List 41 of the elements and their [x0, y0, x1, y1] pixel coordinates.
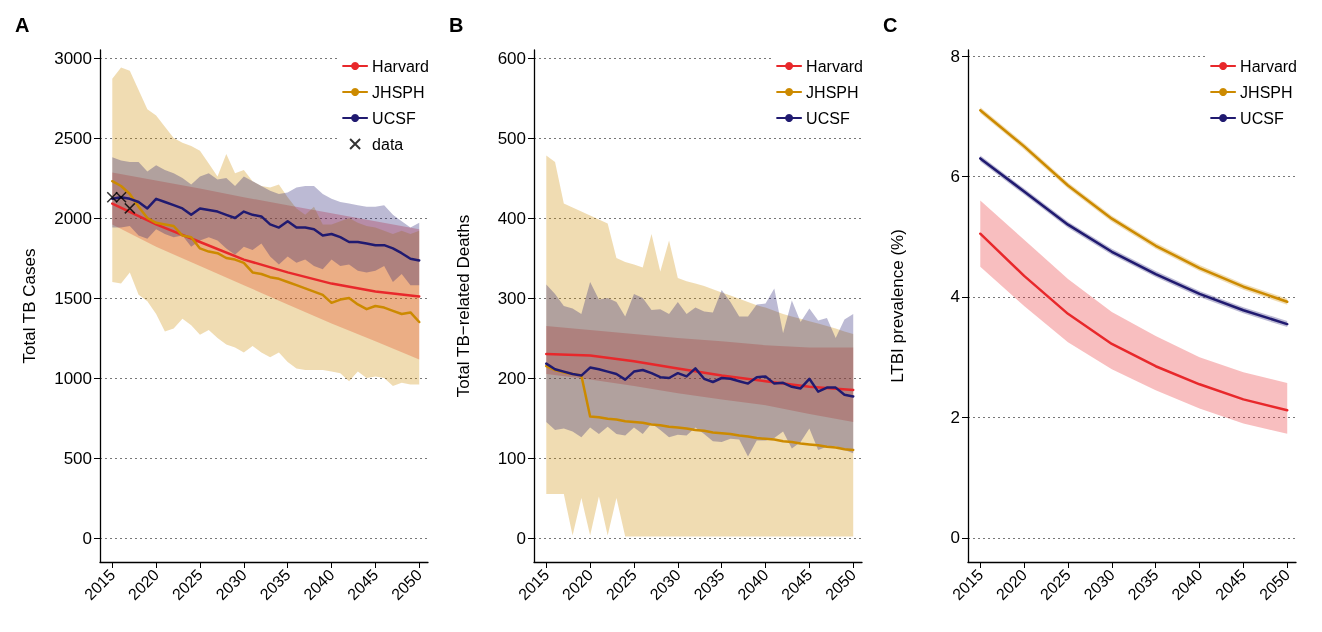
y-tick-label: 500 — [497, 128, 526, 148]
legend-label: JHSPH — [806, 83, 859, 101]
y-tick-label: 2000 — [54, 208, 92, 228]
legend-label: data — [372, 135, 404, 153]
y-tick-label: 0 — [82, 528, 92, 548]
y-tick-label: 200 — [497, 368, 526, 388]
legend-label: JHSPH — [372, 83, 425, 101]
y-tick-label: 8 — [950, 46, 960, 66]
chart-title: A — [15, 14, 30, 36]
legend-label: UCSF — [372, 109, 416, 127]
y-tick-label: 2 — [950, 407, 960, 427]
y-tick-label: 1000 — [54, 368, 92, 388]
legend-label: Harvard — [806, 57, 863, 75]
y-tick-label: 2500 — [54, 128, 92, 148]
y-tick-label: 4 — [950, 287, 960, 307]
legend-label: UCSF — [1240, 109, 1284, 127]
y-tick-label: 0 — [950, 528, 960, 548]
legend-label: JHSPH — [1240, 83, 1293, 101]
legend-label: Harvard — [1240, 57, 1297, 75]
y-tick-label: 500 — [63, 448, 92, 468]
line-series — [111, 195, 421, 262]
y-tick-label: 0 — [516, 528, 526, 548]
line-series — [111, 179, 421, 324]
y-axis-title: LTBI prevalence (%) — [888, 229, 907, 383]
chart-title: B — [449, 14, 464, 36]
y-tick-label: 100 — [497, 448, 526, 468]
line-series — [545, 364, 855, 452]
y-tick-label: 3000 — [54, 48, 92, 68]
y-tick-label: 400 — [497, 208, 526, 228]
y-tick-label: 300 — [497, 288, 526, 308]
y-tick-label: 600 — [497, 48, 526, 68]
line-series — [111, 202, 421, 298]
y-axis-title: Total TB−related Deaths — [454, 214, 473, 398]
legend-label: Harvard — [372, 57, 429, 75]
line-series — [979, 232, 1289, 412]
chart-title: C — [883, 14, 898, 36]
y-axis-title: Total TB Cases — [20, 248, 39, 364]
legend-label: UCSF — [806, 109, 850, 127]
y-tick-label: 6 — [950, 166, 960, 186]
line-series — [545, 362, 855, 398]
y-tick-label: 1500 — [54, 288, 92, 308]
